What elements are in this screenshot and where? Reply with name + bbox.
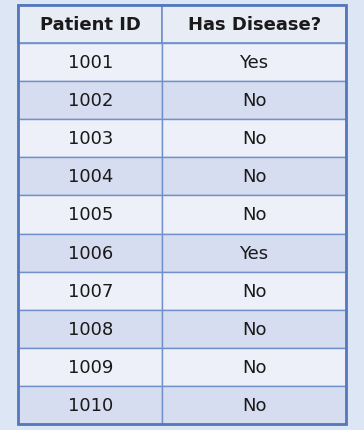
Bar (162, 234, 346, 272)
Bar (162, 386, 346, 424)
Text: Patient ID: Patient ID (40, 16, 141, 34)
Text: No: No (242, 358, 266, 376)
Text: 1006: 1006 (68, 244, 113, 262)
Bar (18, 82, 162, 120)
Bar (18, 386, 162, 424)
Bar (18, 158, 162, 196)
Bar (162, 196, 346, 234)
Bar (162, 82, 346, 120)
Text: 1007: 1007 (68, 282, 113, 300)
Text: No: No (242, 168, 266, 186)
Text: 1009: 1009 (68, 358, 113, 376)
Bar (18, 120, 162, 158)
Bar (162, 348, 346, 386)
Bar (18, 44, 162, 82)
Text: Yes: Yes (240, 54, 269, 72)
Text: No: No (242, 396, 266, 414)
Bar (162, 6, 346, 44)
Text: 1004: 1004 (68, 168, 113, 186)
Text: Yes: Yes (240, 244, 269, 262)
Text: 1003: 1003 (68, 130, 113, 148)
Text: 1002: 1002 (68, 92, 113, 110)
Text: 1010: 1010 (68, 396, 113, 414)
Bar (18, 348, 162, 386)
Bar (162, 120, 346, 158)
Bar (18, 310, 162, 348)
Bar (162, 272, 346, 310)
Bar (162, 44, 346, 82)
Bar (18, 6, 162, 44)
Bar (162, 158, 346, 196)
Bar (18, 234, 162, 272)
Bar (162, 310, 346, 348)
Text: 1008: 1008 (68, 320, 113, 338)
Text: 1001: 1001 (68, 54, 113, 72)
Text: No: No (242, 130, 266, 148)
Text: No: No (242, 320, 266, 338)
Text: 1005: 1005 (68, 206, 113, 224)
Text: No: No (242, 206, 266, 224)
Text: No: No (242, 282, 266, 300)
Bar (18, 196, 162, 234)
Bar (18, 272, 162, 310)
Text: No: No (242, 92, 266, 110)
Text: Has Disease?: Has Disease? (187, 16, 321, 34)
